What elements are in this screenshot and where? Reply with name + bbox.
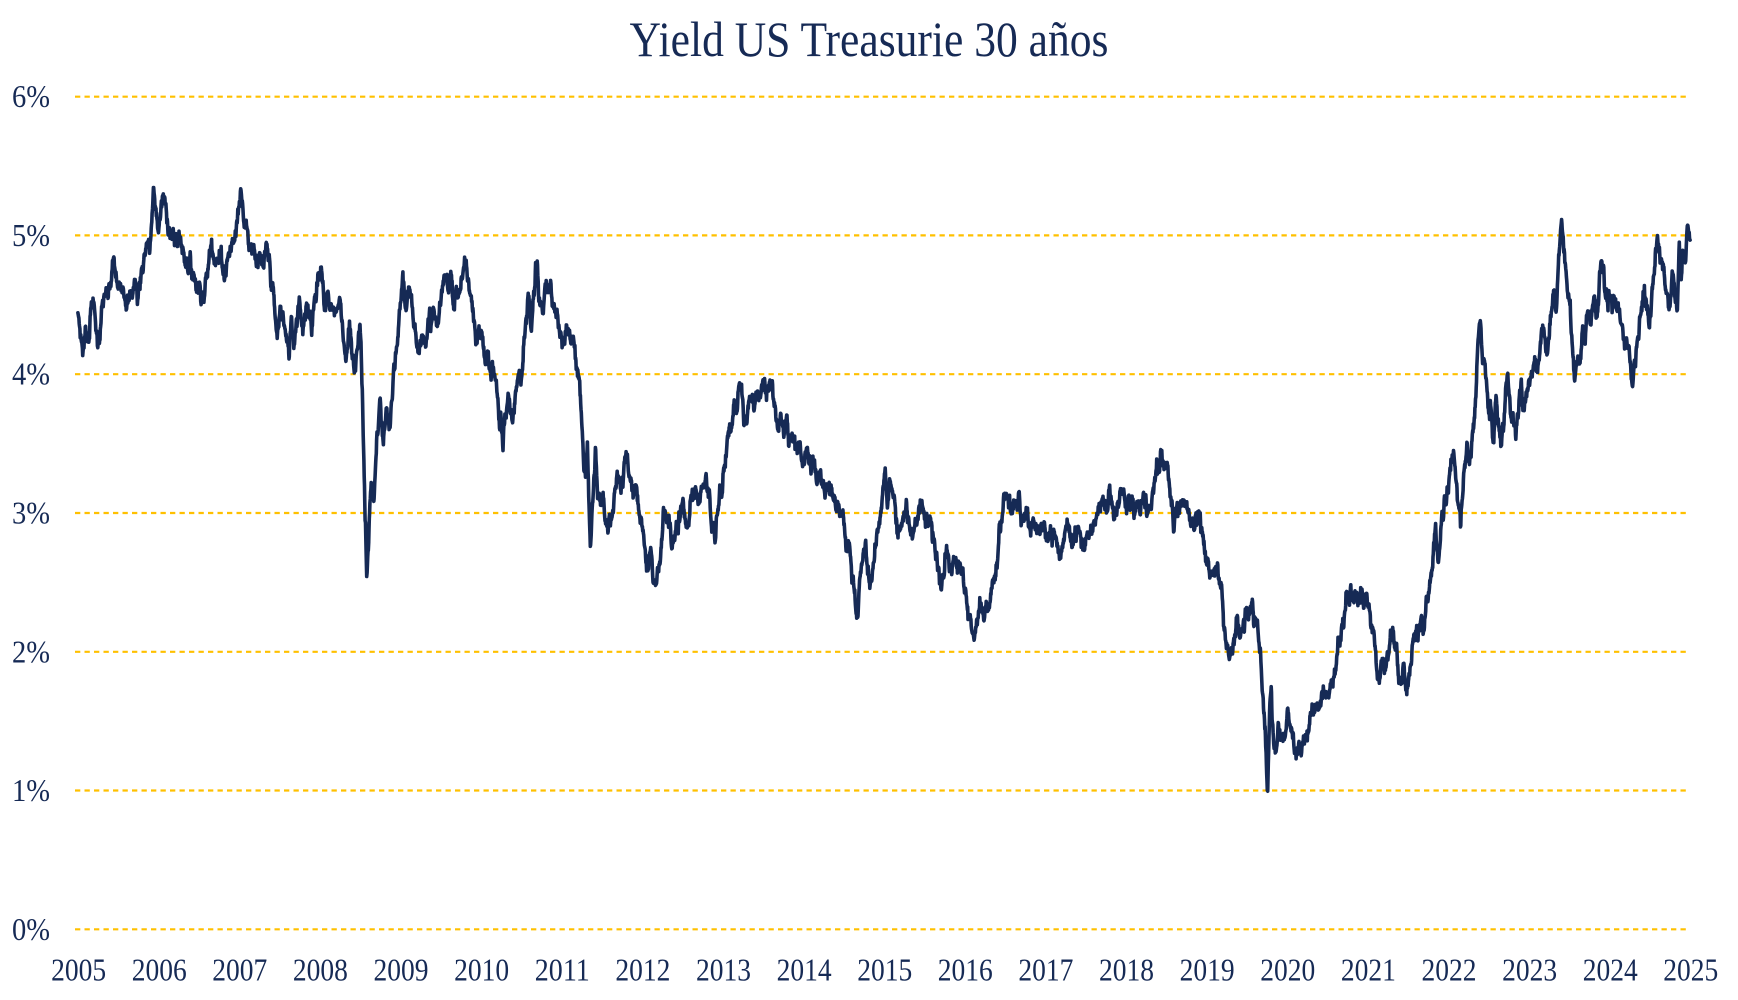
svg-text:2017: 2017 bbox=[1018, 952, 1073, 988]
svg-text:2011: 2011 bbox=[535, 952, 590, 988]
svg-text:Yield US Treasurie 30 años: Yield US Treasurie 30 años bbox=[630, 11, 1109, 67]
svg-text:2018: 2018 bbox=[1099, 952, 1154, 988]
svg-text:2%: 2% bbox=[12, 633, 50, 669]
svg-text:4%: 4% bbox=[12, 356, 50, 392]
svg-text:2007: 2007 bbox=[212, 952, 267, 988]
svg-text:0%: 0% bbox=[12, 911, 50, 947]
svg-text:2005: 2005 bbox=[51, 952, 106, 988]
svg-text:2006: 2006 bbox=[132, 952, 187, 988]
svg-text:2022: 2022 bbox=[1422, 952, 1477, 988]
svg-text:2025: 2025 bbox=[1663, 952, 1718, 988]
svg-text:2010: 2010 bbox=[454, 952, 509, 988]
svg-text:6%: 6% bbox=[12, 78, 50, 114]
svg-text:2013: 2013 bbox=[696, 952, 751, 988]
svg-text:2021: 2021 bbox=[1341, 952, 1396, 988]
svg-text:3%: 3% bbox=[12, 495, 50, 531]
svg-text:2009: 2009 bbox=[374, 952, 429, 988]
svg-text:2014: 2014 bbox=[777, 952, 832, 988]
svg-text:1%: 1% bbox=[12, 772, 50, 808]
svg-text:2015: 2015 bbox=[857, 952, 912, 988]
svg-text:2008: 2008 bbox=[293, 952, 348, 988]
svg-text:2024: 2024 bbox=[1583, 952, 1638, 988]
svg-text:2023: 2023 bbox=[1502, 952, 1557, 988]
svg-text:2016: 2016 bbox=[938, 952, 993, 988]
svg-text:2019: 2019 bbox=[1180, 952, 1235, 988]
svg-text:2012: 2012 bbox=[615, 952, 670, 988]
svg-text:2020: 2020 bbox=[1260, 952, 1315, 988]
svg-text:5%: 5% bbox=[12, 217, 50, 253]
